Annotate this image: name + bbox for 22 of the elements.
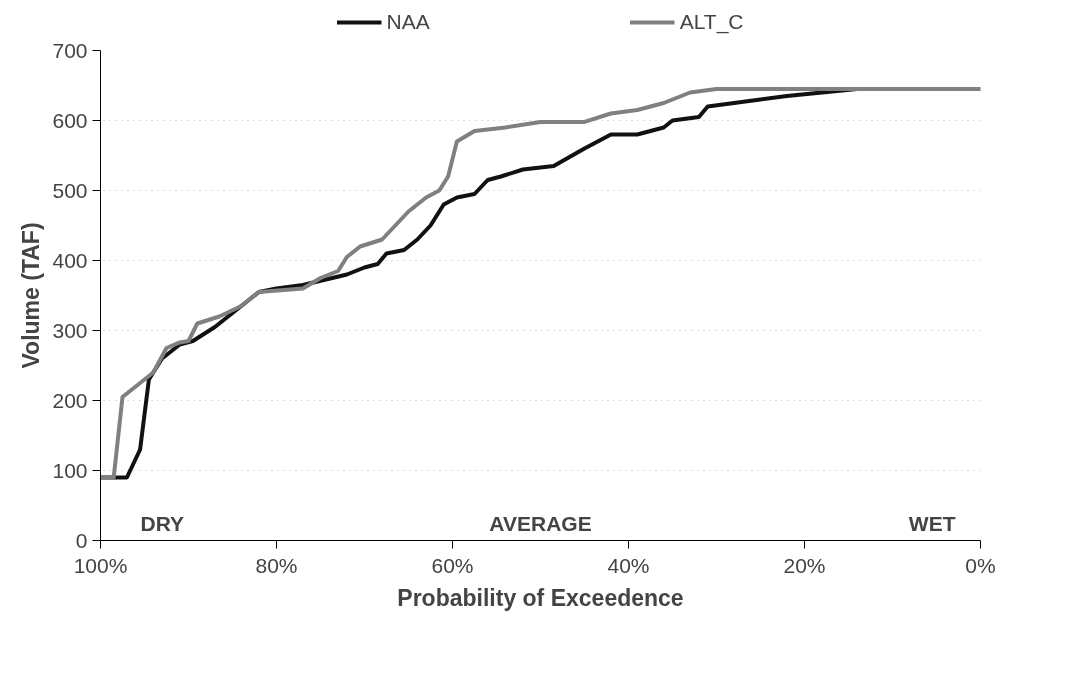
legend-label: ALT_C xyxy=(679,10,744,34)
legend-label: NAA xyxy=(386,10,430,34)
x-tick-label: 100% xyxy=(73,553,128,577)
y-tick-label: 400 xyxy=(52,248,88,272)
y-tick-label: 200 xyxy=(52,388,88,412)
x-tick-label: 0% xyxy=(965,553,996,577)
x-tick-label: 80% xyxy=(255,553,298,577)
y-tick-label: 700 xyxy=(52,38,88,62)
y-tick-label: 600 xyxy=(52,108,88,132)
y-tick-label: 300 xyxy=(52,318,88,342)
y-tick-label: 100 xyxy=(52,458,88,482)
y-tick-label: 500 xyxy=(52,178,88,202)
x-axis-title: Probability of Exceedence xyxy=(397,584,684,611)
annotation: WET xyxy=(908,511,956,535)
line-series xyxy=(100,87,981,480)
x-tick-label: 40% xyxy=(607,553,650,577)
x-tick-label: 20% xyxy=(783,553,826,577)
annotation: AVERAGE xyxy=(489,511,592,535)
y-tick-label: 0 xyxy=(75,528,88,552)
annotation: DRY xyxy=(140,511,185,535)
x-tick-label: 60% xyxy=(431,553,474,577)
y-axis-title: Volume (TAF) xyxy=(18,222,45,369)
